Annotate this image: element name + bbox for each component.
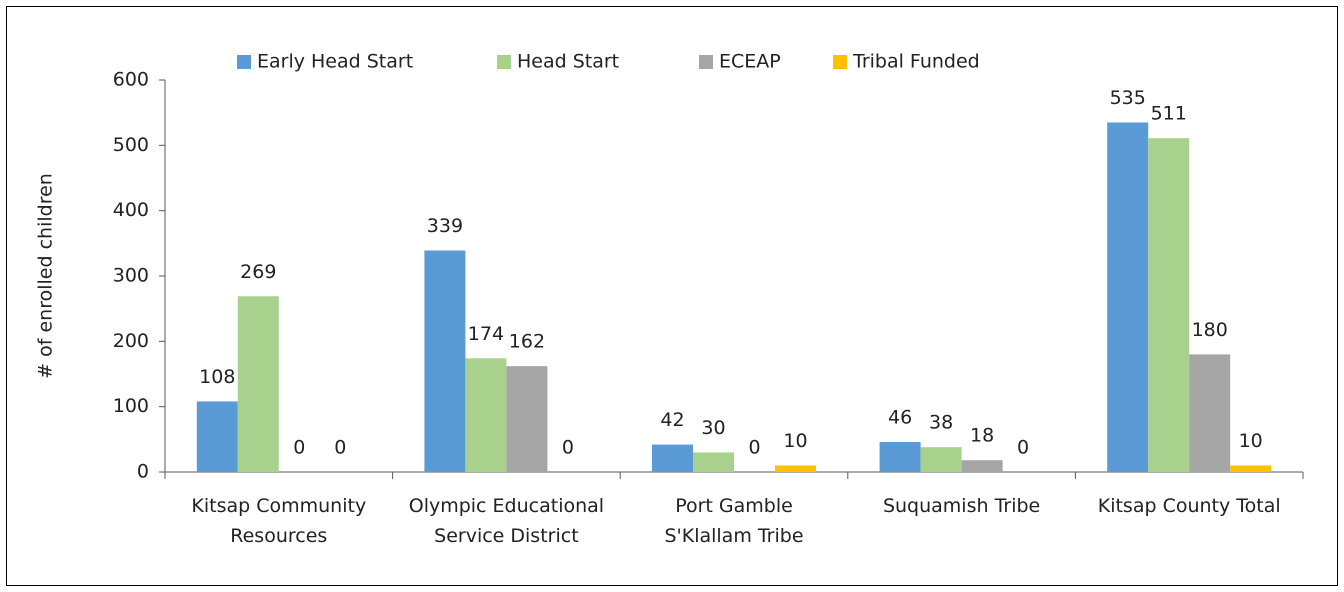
bar	[196, 401, 238, 472]
legend-swatch	[497, 55, 511, 69]
bar	[775, 465, 816, 472]
legend-swatch	[237, 55, 251, 69]
data-label: 0	[293, 437, 305, 459]
x-tick-label: Suquamish Tribe	[883, 495, 1040, 517]
bar	[424, 250, 466, 472]
data-label: 108	[199, 366, 235, 388]
x-tick-label: Port Gamble S'Klallam Tribe	[664, 495, 803, 547]
bar	[961, 460, 1003, 472]
y-tick-label: 400	[113, 199, 149, 221]
bar	[465, 358, 507, 472]
bar	[1189, 354, 1231, 472]
x-tick-label: Olympic Educational Service District	[409, 495, 604, 547]
data-label: 42	[660, 409, 684, 431]
legend-swatch	[833, 55, 847, 69]
data-label: 269	[240, 261, 276, 283]
data-label: 10	[783, 430, 807, 452]
bar	[652, 444, 693, 472]
y-tick-label: 300	[113, 265, 149, 287]
data-label: 38	[929, 412, 953, 434]
legend-label: Early Head Start	[257, 51, 413, 73]
legend-swatch	[699, 55, 713, 69]
data-label: 174	[468, 323, 504, 345]
data-label: 162	[509, 331, 545, 353]
bar	[693, 452, 734, 472]
data-label: 0	[1017, 437, 1029, 459]
data-label: 46	[888, 406, 912, 428]
bar	[1230, 465, 1272, 472]
y-tick-label: 500	[113, 134, 149, 156]
bar	[237, 296, 279, 472]
data-label: 30	[701, 417, 725, 439]
bar	[920, 447, 962, 472]
bar	[879, 441, 921, 472]
data-label: 511	[1151, 103, 1187, 125]
x-tick-label: Kitsap Community Resources	[191, 495, 366, 547]
data-label: 535	[1110, 87, 1146, 109]
y-axis-label: # of enrolled children	[35, 173, 57, 379]
legend-label: Head Start	[517, 51, 619, 73]
data-label: 0	[562, 437, 574, 459]
data-label: 0	[748, 437, 760, 459]
data-label: 180	[1192, 319, 1228, 341]
y-tick-label: 200	[113, 330, 149, 352]
y-tick-label: 600	[113, 69, 149, 91]
data-label: 0	[334, 437, 346, 459]
y-tick-label: 0	[137, 461, 149, 483]
bar	[1107, 122, 1149, 472]
bar	[1148, 138, 1190, 472]
legend-label: Tribal Funded	[852, 51, 980, 73]
y-tick-label: 100	[113, 395, 149, 417]
x-tick-label: Kitsap County Total	[1098, 495, 1281, 517]
data-label: 10	[1239, 430, 1263, 452]
data-label: 18	[970, 425, 994, 447]
bar	[506, 366, 548, 472]
data-label: 339	[427, 215, 463, 237]
legend-label: ECEAP	[719, 51, 781, 73]
